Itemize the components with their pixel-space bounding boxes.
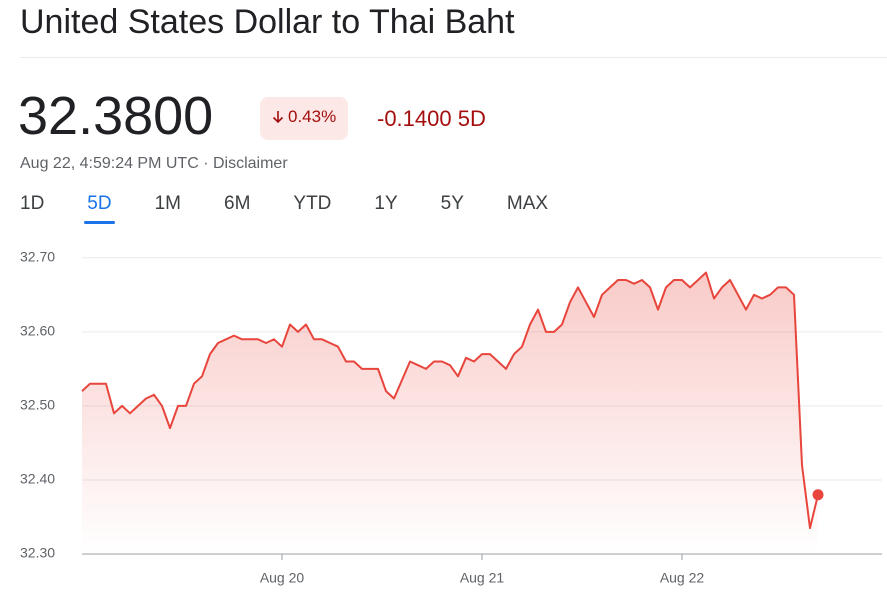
down-arrow [272,111,284,124]
x-tick-label: Aug 20 [260,570,305,586]
range-tab[interactable]: 1M [154,193,181,214]
divider [20,57,887,58]
page-title: United States Dollar to Thai Baht [20,3,515,41]
range-tab[interactable]: MAX [506,193,549,214]
range-tab[interactable]: 1Y [374,193,398,214]
x-tick-label: Aug 21 [460,570,505,586]
range-tabs: 1D 5D 1M 6M YTD 1Y 5Y MAX [20,190,591,224]
range-tab[interactable]: YTD [293,193,332,214]
area-fill [82,272,818,554]
last-point [812,489,824,501]
y-tick-label: 32.70 [20,249,55,265]
y-tick-label: 32.60 [20,323,55,339]
x-tick-label: Aug 22 [660,570,705,586]
price: 32.3800 [18,86,214,146]
change-period: 5D [457,106,486,131]
y-tick-label: 32.50 [20,397,55,413]
change-percent: 0.43% [288,107,337,126]
change-badge: 0.43% [260,97,349,140]
y-tick-label: 32.30 [20,545,55,561]
timestamp-line: Aug 22, 4:59:24 PM UTC · Disclaimer [20,155,288,172]
range-tab[interactable]: 6M [224,193,251,214]
disclaimer-link[interactable]: Disclaimer [212,155,288,172]
range-tab[interactable]: 5Y [440,193,464,214]
y-tick-label: 32.40 [20,471,55,487]
timestamp: Aug 22, 4:59:24 PM UTC [20,155,199,172]
change-value: -0.1400 [377,106,452,131]
change: -0.1400 5D [377,100,486,138]
range-tab[interactable]: 1D [20,193,45,214]
price-line [81,271,819,530]
range-tab[interactable]: 5D [84,190,115,224]
